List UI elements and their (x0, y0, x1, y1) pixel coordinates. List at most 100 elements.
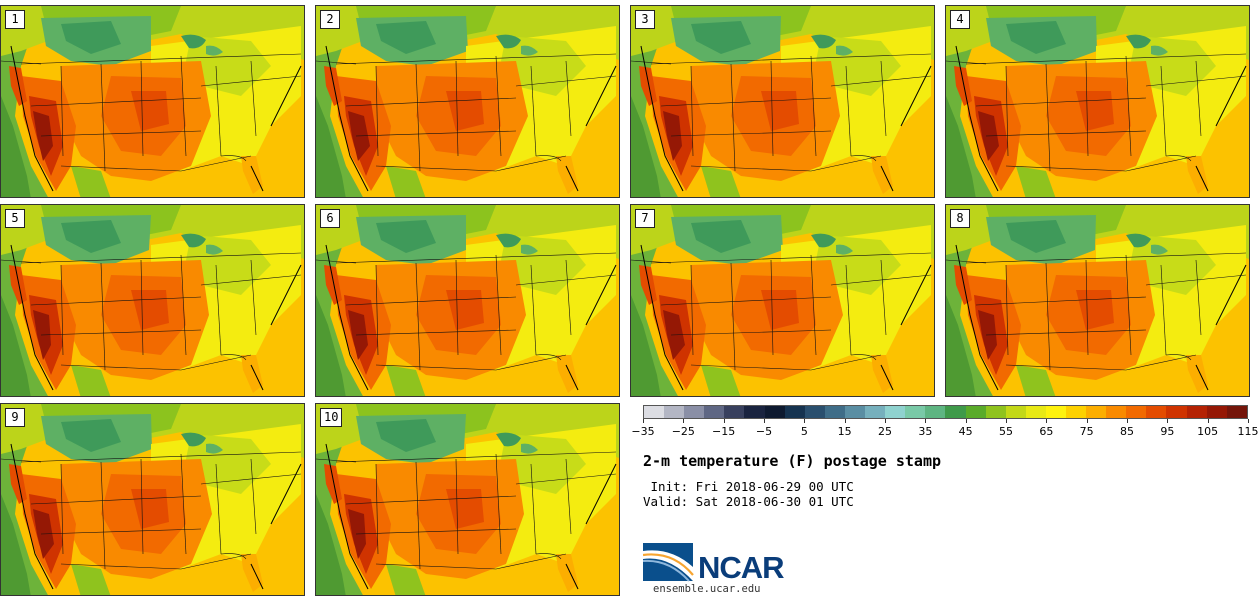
colorbar-swatch (704, 406, 725, 418)
member-number-label: 1 (5, 10, 25, 29)
colorbar-swatch (744, 406, 765, 418)
product-title: 2-m temperature (F) postage stamp (643, 452, 942, 470)
temperature-map (1, 6, 304, 197)
colorbar-tick-label: 95 (1160, 425, 1175, 438)
valid-time: Valid: Sat 2018-06-30 01 UTC (643, 494, 854, 509)
colorbar-swatch (1086, 406, 1107, 418)
colorbar-tick-label: 25 (878, 425, 892, 438)
colorbar-tick (723, 419, 725, 423)
member-map-panel: 9 (0, 403, 305, 596)
member-number-label: 6 (320, 209, 340, 228)
colorbar-tick-label: −15 (712, 425, 736, 438)
temperature-map (946, 205, 1249, 396)
colorbar-swatch (925, 406, 946, 418)
colorbar-swatch (1126, 406, 1147, 418)
colorbar-tick (885, 419, 886, 423)
temperature-map (631, 205, 934, 396)
colorbar-tick (1006, 419, 1007, 423)
member-map-panel: 3 (630, 5, 935, 198)
member-number-label: 5 (5, 209, 25, 228)
colorbar-tick-label: 65 (1039, 425, 1054, 438)
temperature-map (316, 404, 619, 595)
temperature-map (1, 205, 304, 396)
member-map-panel: 8 (945, 204, 1250, 397)
colorbar-tick (643, 419, 644, 423)
temperature-map (316, 6, 619, 197)
member-map-panel: 5 (0, 204, 305, 397)
colorbar-tick-label: 85 (1120, 425, 1134, 438)
colorbar-swatch (1065, 406, 1087, 418)
member-number-label: 4 (950, 10, 970, 29)
colorbar-tick-label: 45 (958, 425, 973, 438)
colorbar-swatch (865, 406, 886, 418)
colorbar-swatch (724, 406, 745, 418)
member-number-label: 7 (635, 209, 655, 228)
colorbar-swatch (965, 406, 986, 418)
member-map-panel: 6 (315, 204, 620, 397)
colorbar-tick-label: −35 (631, 425, 655, 438)
colorbar-tick-label: 75 (1079, 425, 1094, 438)
member-number-label: 2 (320, 10, 340, 29)
colorbar-swatch (885, 406, 906, 418)
colorbar-tick-label: 55 (999, 425, 1013, 438)
colorbar-swatch (1025, 406, 1046, 418)
colorbar-tick (1248, 419, 1249, 423)
member-number-label: 3 (635, 10, 655, 29)
colorbar-tick (804, 419, 806, 423)
colorbar-swatch (784, 406, 805, 418)
temperature-colorbar (643, 405, 1248, 419)
member-number-label: 9 (5, 408, 25, 427)
member-map-panel: 2 (315, 5, 620, 198)
temperature-map (316, 205, 619, 396)
colorbar-tick-labels: −35 −25 −15 −5 5 15 25 35 45 55 65 75 85 95 105 115 (631, 419, 1259, 441)
colorbar-swatch (764, 406, 785, 418)
colorbar-swatch (844, 406, 866, 418)
colorbar-swatch (985, 406, 1006, 418)
colorbar-tick (1046, 419, 1048, 423)
colorbar-swatch (684, 406, 705, 418)
colorbar-tick (764, 419, 765, 423)
member-number-label: 8 (950, 209, 970, 228)
colorbar-swatch (824, 406, 845, 418)
colorbar-swatch (664, 406, 685, 418)
init-time: Init: Fri 2018-06-29 00 UTC (643, 479, 854, 494)
colorbar-tick (1127, 419, 1128, 423)
colorbar-swatch (1186, 406, 1207, 418)
colorbar-tick (1086, 419, 1088, 423)
colorbar-swatch (1005, 406, 1026, 418)
colorbar-tick-label: 105 (1197, 425, 1219, 438)
colorbar-tick (965, 419, 967, 423)
temperature-map (631, 6, 934, 197)
colorbar-swatch (945, 406, 966, 418)
colorbar-tick (925, 419, 927, 423)
member-map-panel: 10 (315, 403, 620, 596)
colorbar-swatch (1226, 406, 1247, 418)
colorbar-tick (683, 419, 685, 423)
ncar-logo-text: NCAR (698, 550, 785, 585)
member-map-panel: 1 (0, 5, 305, 198)
colorbar-tick (1167, 419, 1169, 423)
colorbar-tick-label: 115 (1237, 425, 1259, 438)
colorbar-swatch (804, 406, 825, 418)
colorbar-swatch (1106, 406, 1127, 418)
colorbar-tick-label: 35 (918, 425, 933, 438)
site-url: ensemble.ucar.edu (653, 583, 761, 595)
colorbar-tick-label: 5 (800, 425, 808, 438)
colorbar-tick (1207, 419, 1209, 423)
colorbar-swatch (1166, 406, 1187, 418)
temperature-map (1, 404, 304, 595)
colorbar-tick (844, 419, 846, 423)
colorbar-swatch (644, 406, 665, 418)
colorbar-swatch (1045, 406, 1066, 418)
colorbar-swatch (1206, 406, 1227, 418)
colorbar-swatch (905, 406, 926, 418)
temperature-map (946, 6, 1249, 197)
member-number-label: 10 (320, 408, 343, 427)
member-map-panel: 4 (945, 5, 1250, 198)
ncar-logo-icon (643, 543, 694, 582)
colorbar-tick-label: −5 (755, 425, 773, 438)
colorbar-tick-label: 15 (837, 425, 852, 438)
member-map-panel: 7 (630, 204, 935, 397)
colorbar-tick-label: −25 (671, 425, 695, 438)
colorbar-swatch (1146, 406, 1167, 418)
